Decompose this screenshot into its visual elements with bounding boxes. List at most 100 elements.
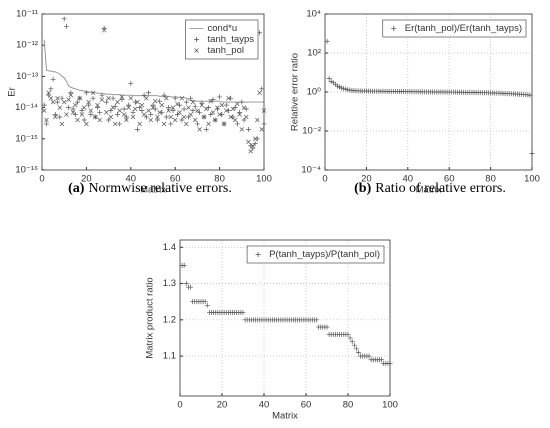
point <box>63 23 69 29</box>
point <box>141 112 147 117</box>
point <box>75 117 80 123</box>
x-tick-label: 80 <box>343 400 354 411</box>
point <box>230 114 236 120</box>
point <box>159 109 165 115</box>
point <box>132 106 138 112</box>
point <box>314 317 319 323</box>
point <box>228 114 233 120</box>
point <box>168 114 174 120</box>
point <box>252 141 258 147</box>
x-tick-label: 100 <box>382 400 398 411</box>
point <box>50 76 56 82</box>
point <box>219 112 225 118</box>
point <box>117 108 122 113</box>
point <box>48 86 54 92</box>
point <box>113 121 118 127</box>
point <box>150 102 156 108</box>
point <box>172 95 178 101</box>
point <box>219 102 225 108</box>
point <box>183 281 189 287</box>
y-tick-label: 10⁻¹⁴ <box>15 102 38 113</box>
point <box>41 108 47 113</box>
point <box>199 102 205 108</box>
y-tick-label: 1.1 <box>163 351 176 362</box>
point <box>215 105 220 110</box>
point <box>79 112 85 117</box>
point <box>88 108 94 113</box>
point <box>61 16 67 22</box>
legend-box <box>185 19 259 60</box>
point <box>232 117 238 123</box>
point <box>126 102 132 108</box>
point <box>208 98 213 104</box>
point <box>119 94 125 100</box>
legend-box <box>382 19 527 38</box>
point <box>243 106 249 112</box>
y-tick-label: 10⁻¹⁵ <box>15 133 38 144</box>
point <box>106 117 112 123</box>
point <box>55 95 60 101</box>
point <box>134 126 140 132</box>
point <box>81 105 87 110</box>
x-tick-label: 80 <box>214 174 225 185</box>
caption: (a) Normwise relative errors. <box>68 181 232 196</box>
point <box>234 121 240 127</box>
y-tick-label: 1.2 <box>163 314 176 325</box>
point <box>110 95 116 101</box>
point <box>64 112 69 117</box>
point <box>152 98 158 104</box>
y-axis-label: Er <box>7 87 18 97</box>
point <box>237 112 242 117</box>
point <box>112 103 118 109</box>
point <box>183 99 189 105</box>
point <box>154 117 160 123</box>
point <box>97 117 102 123</box>
point <box>197 127 202 132</box>
point <box>97 109 103 115</box>
legend-swatch <box>194 37 200 42</box>
point <box>252 136 258 142</box>
y-axis-label: Relative error ratio <box>290 53 301 131</box>
point <box>66 97 71 102</box>
point <box>212 117 218 123</box>
point <box>90 95 96 101</box>
x-tick-label: 0 <box>39 174 44 185</box>
y-tick-label: 10² <box>307 48 321 59</box>
point <box>347 335 353 341</box>
point <box>88 112 94 118</box>
point <box>53 114 58 120</box>
point <box>223 102 229 108</box>
x-tick-label: 0 <box>322 174 327 185</box>
point <box>204 106 209 112</box>
x-axis-label: Matrix <box>272 411 298 422</box>
point <box>148 112 154 118</box>
point <box>121 112 127 117</box>
point <box>101 28 107 33</box>
point <box>166 108 171 113</box>
point <box>137 121 142 127</box>
point <box>170 105 176 110</box>
point <box>203 126 209 132</box>
point <box>186 114 192 120</box>
point <box>48 95 54 101</box>
caption-text: Normwise relative errors. <box>88 181 231 196</box>
point <box>68 92 74 98</box>
point <box>201 114 207 120</box>
point <box>179 117 185 123</box>
point <box>168 121 174 127</box>
point <box>68 90 74 96</box>
y-axis-label: Matrix product ratio <box>145 277 156 358</box>
point <box>79 108 85 114</box>
point <box>172 117 178 123</box>
point <box>70 110 76 115</box>
point <box>46 90 51 95</box>
point <box>41 102 47 108</box>
point <box>225 108 231 114</box>
point <box>232 105 238 111</box>
point <box>132 99 138 105</box>
y-tick-label: 1.3 <box>163 278 176 289</box>
point <box>174 112 180 118</box>
point <box>248 148 253 154</box>
y-tick-label: 10⁻¹³ <box>16 71 38 82</box>
